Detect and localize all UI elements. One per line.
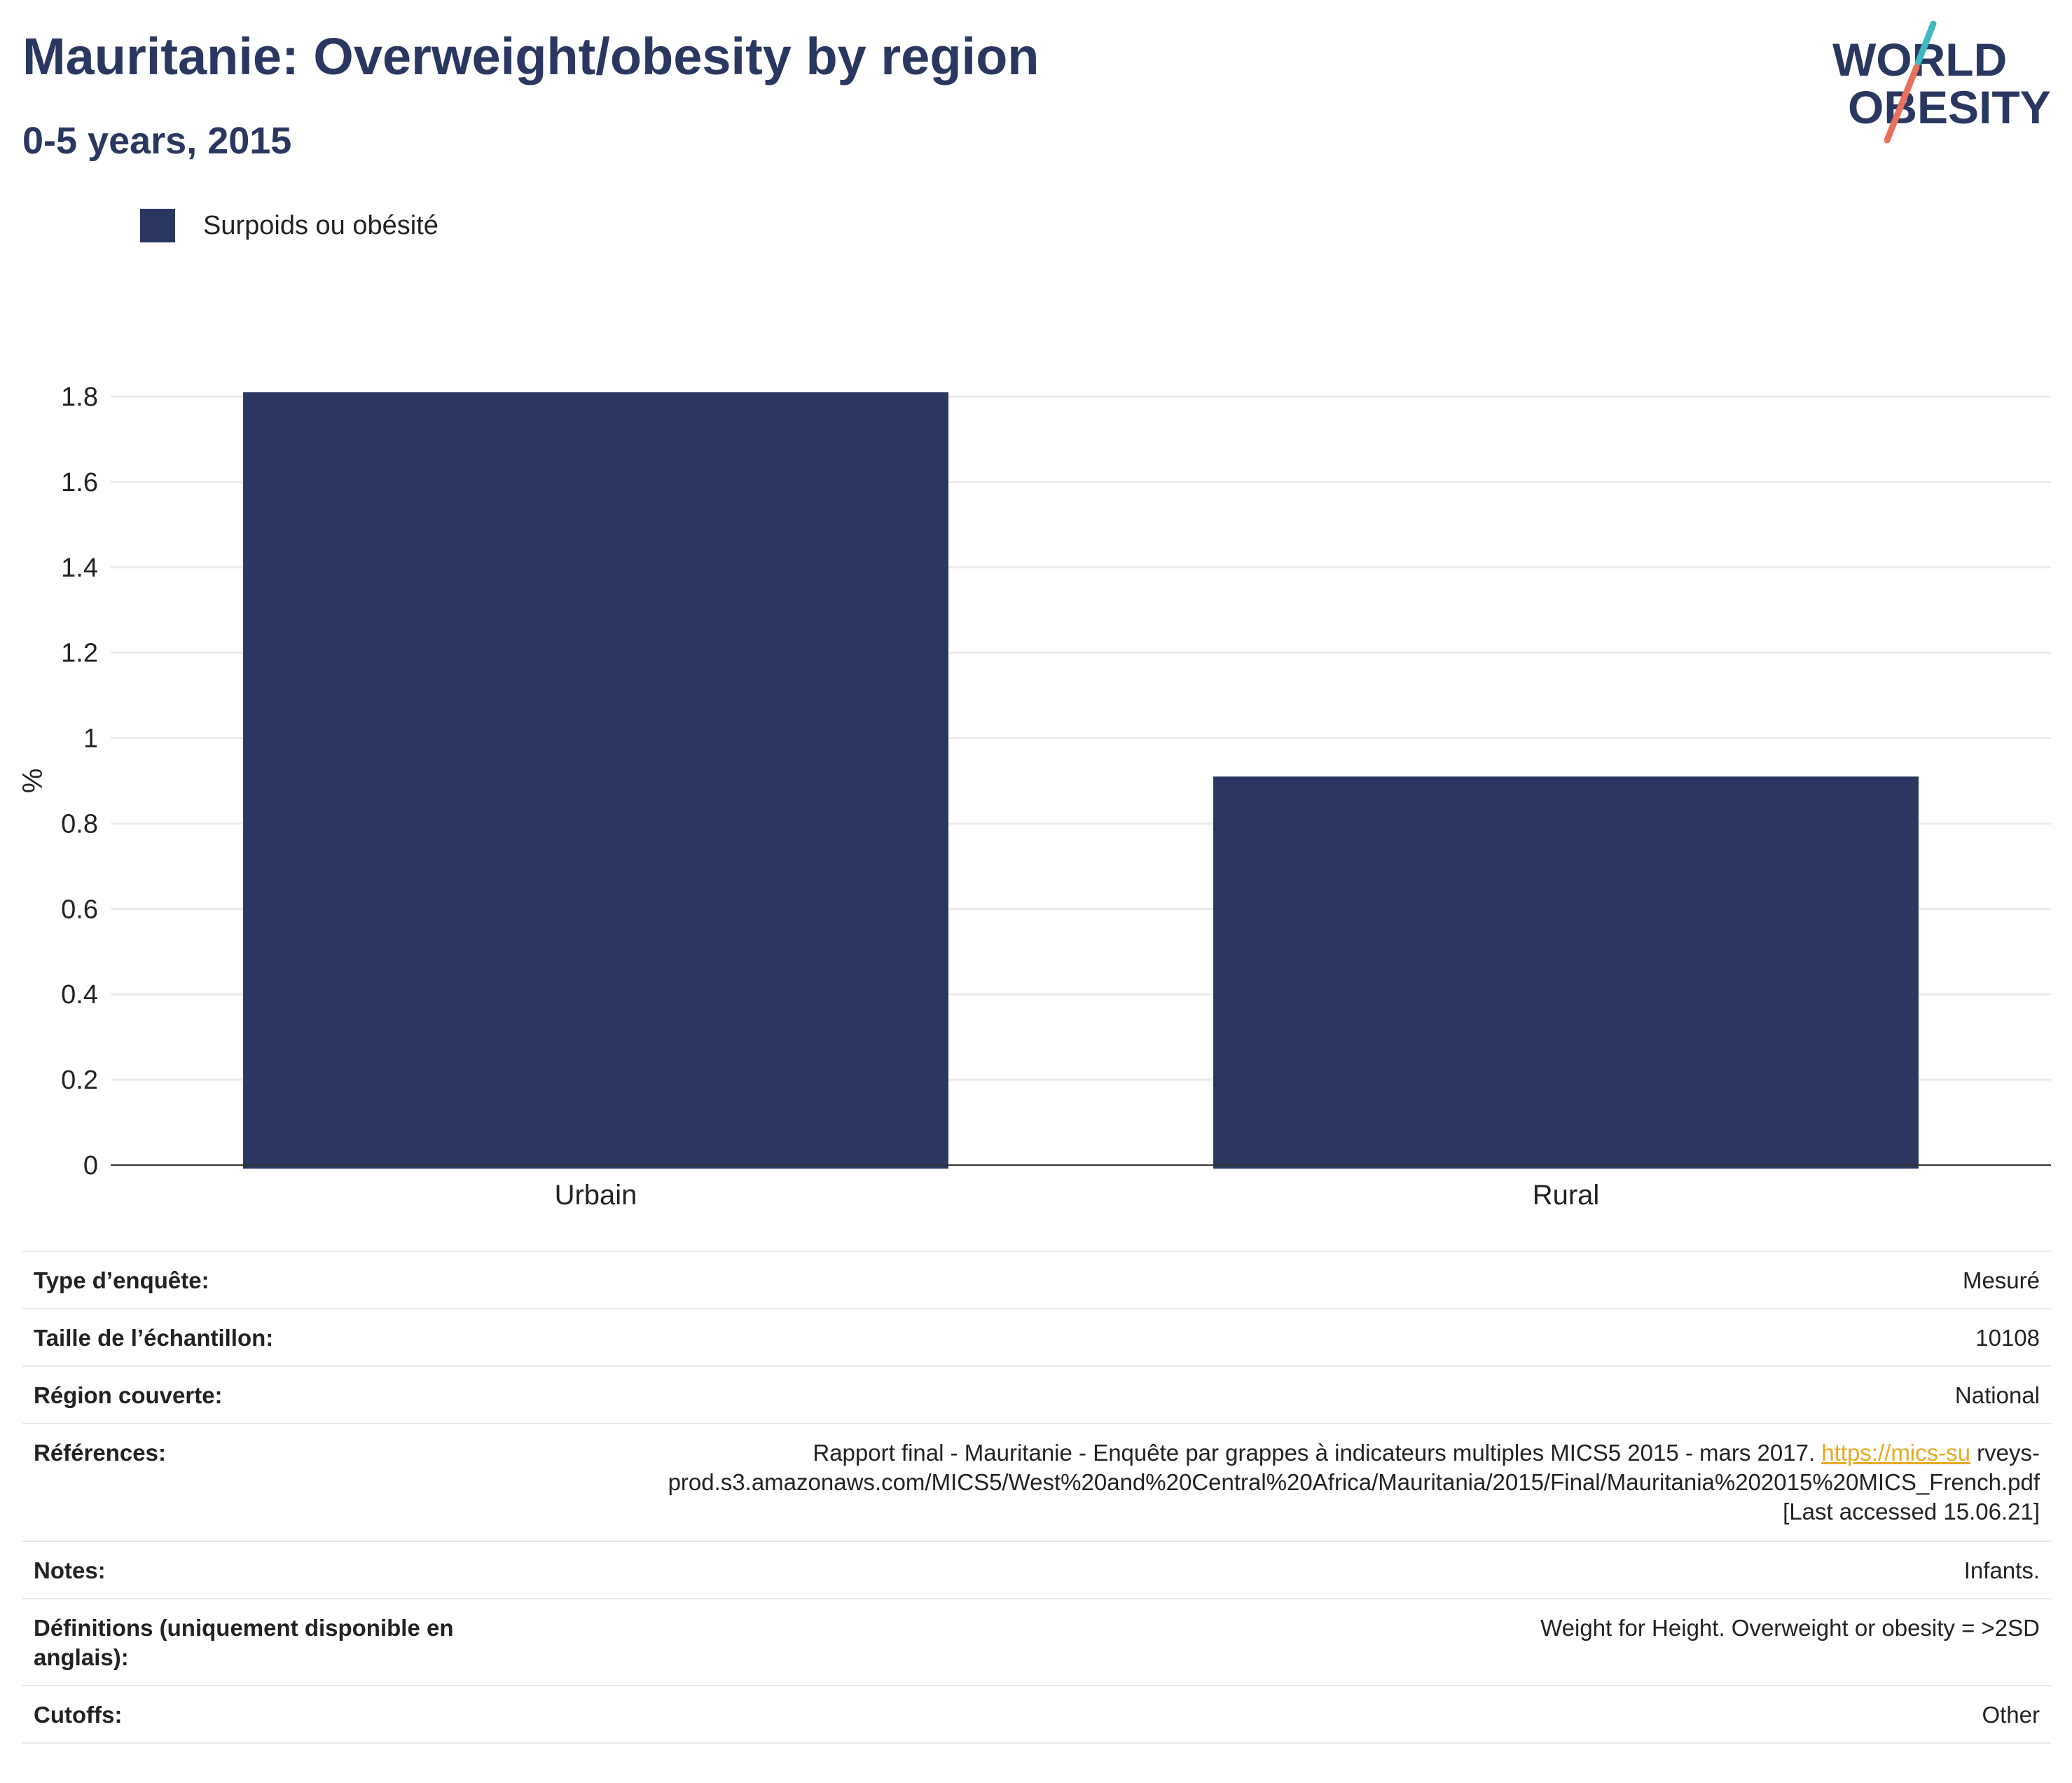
info-row-definitions: Définitions (uniquement disponible en an… <box>22 1599 2051 1686</box>
y-tick-label: 1.8 <box>61 383 98 412</box>
info-row-region: Région couverte: National <box>22 1366 2051 1424</box>
info-value: Other <box>471 1686 2051 1744</box>
logo-slash-teal <box>1914 21 1937 67</box>
y-axis-label: % <box>18 769 48 794</box>
references-accessed: [Last accessed 15.06.21] <box>1783 1499 2040 1524</box>
y-tick-label: 0.4 <box>61 980 98 1010</box>
legend-swatch <box>140 209 175 242</box>
page-title: Mauritanie: Overweight/obesity by region <box>22 27 1040 85</box>
references-url: prod.s3.amazonaws.com/MICS5/West%20and%2… <box>668 1469 2040 1495</box>
y-tick-label: 0.6 <box>61 895 98 924</box>
x-tick-label: Rural <box>1533 1180 1600 1211</box>
logo-text-obesity: OBESITY <box>1848 81 2051 133</box>
legend-label: Surpoids ou obésité <box>203 210 438 240</box>
references-text: Rapport final - Mauritanie - Enquête par… <box>813 1440 1822 1466</box>
y-tick-label: 1 <box>83 724 98 754</box>
world-obesity-logo: WORLD OBESITY <box>1832 21 2051 144</box>
survey-info-table: Type d’enquête: Mesuré Taille de l’échan… <box>22 1251 2051 1744</box>
chart-legend[interactable]: Surpoids ou obésité <box>140 209 438 242</box>
logo-slash-coral <box>1884 64 1920 144</box>
x-tick-labels: Urbain Rural <box>555 1180 1600 1211</box>
page-subtitle: 0-5 years, 2015 <box>22 120 292 162</box>
y-tick-label: 1.6 <box>61 468 98 497</box>
bar-rural[interactable] <box>1213 776 1919 1169</box>
info-label: Région couverte: <box>22 1366 471 1424</box>
bar-urbain[interactable] <box>243 392 948 1169</box>
info-value: Infants. <box>471 1541 2051 1599</box>
y-tick-label: 1.4 <box>61 553 98 583</box>
info-value: 10108 <box>471 1309 2051 1367</box>
info-label: Cutoffs: <box>22 1686 471 1744</box>
y-tick-label: 0 <box>83 1151 98 1180</box>
info-label: Références: <box>22 1424 471 1542</box>
references-link[interactable]: https://mics-su <box>1821 1440 1970 1466</box>
y-tick-label: 1.2 <box>61 639 98 668</box>
info-value: National <box>471 1366 2051 1424</box>
y-tick-labels: 0 0.2 0.4 0.6 0.8 1 1.2 1.4 1.6 1.8 <box>61 383 98 1180</box>
y-tick-label: 0.2 <box>61 1066 98 1095</box>
bars <box>243 392 1919 1169</box>
info-row-cutoffs: Cutoffs: Other <box>22 1686 2051 1744</box>
references-text-cont: rveys- <box>1977 1440 2040 1466</box>
bar-chart: 0 0.2 0.4 0.6 0.8 1 1.2 1.4 1.6 1.8 Urbain Rural % <box>18 383 2051 1211</box>
info-row-notes: Notes: Infants. <box>22 1541 2051 1599</box>
info-row-survey-type: Type d’enquête: Mesuré <box>22 1251 2051 1309</box>
info-label: Type d’enquête: <box>22 1251 471 1309</box>
references-value: Rapport final - Mauritanie - Enquête par… <box>471 1424 2051 1542</box>
info-label: Définitions (uniquement disponible en an… <box>22 1599 471 1686</box>
info-value: Weight for Height. Overweight or obesity… <box>471 1599 2051 1686</box>
x-tick-label: Urbain <box>555 1180 637 1211</box>
info-row-references: Références: Rapport final - Mauritanie -… <box>22 1424 2051 1542</box>
info-row-sample-size: Taille de l’échantillon: 10108 <box>22 1309 2051 1367</box>
info-label: Taille de l’échantillon: <box>22 1309 471 1367</box>
y-tick-label: 0.8 <box>61 809 98 839</box>
info-value: Mesuré <box>471 1251 2051 1309</box>
info-label: Notes: <box>22 1541 471 1599</box>
